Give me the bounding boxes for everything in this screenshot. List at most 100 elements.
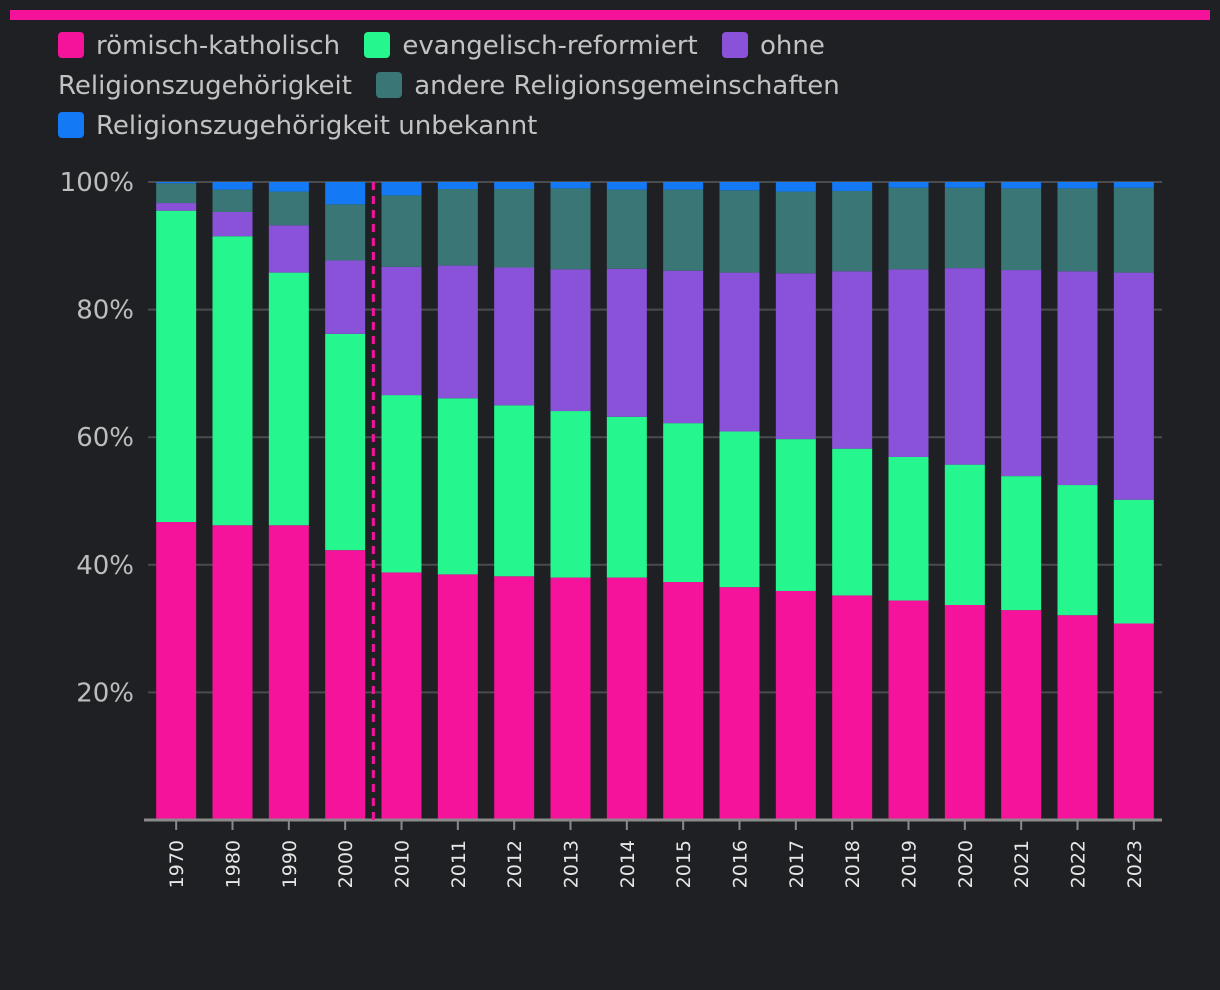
bar-segment: [268, 191, 309, 226]
bar-segment: [1001, 188, 1042, 271]
bar-segment: [156, 522, 197, 820]
bar-segment: [325, 182, 366, 205]
bar-segment: [212, 211, 253, 237]
bar-segment: [381, 182, 422, 196]
x-tick-label: 2010: [392, 840, 414, 888]
y-tick-label: 60%: [76, 423, 134, 453]
bar-segment: [1001, 182, 1042, 189]
bar-segment: [775, 182, 816, 192]
bar-segment: [212, 182, 253, 190]
bar-segment: [719, 190, 760, 273]
legend-swatch: [364, 32, 391, 58]
bar-segment: [268, 525, 309, 820]
bar-segment: [663, 423, 704, 583]
bar-segment: [1001, 610, 1042, 820]
x-tick-label: 2014: [617, 840, 639, 888]
bar-segment: [663, 582, 704, 820]
bar-segment: [268, 272, 309, 526]
bar-segment: [1113, 272, 1154, 500]
bar-segment: [775, 191, 816, 274]
legend-label: andere Religionsgemeinschaften: [414, 71, 840, 101]
legend-swatch: [58, 112, 84, 138]
bar-segment: [494, 405, 535, 577]
x-tick-label: 2013: [561, 840, 583, 888]
legend-item-unbekannt[interactable]: Religionszugehörigkeit unbekannt: [58, 111, 537, 141]
bar-segment: [437, 189, 478, 266]
bar-segment: [550, 269, 591, 412]
bar-segment: [437, 574, 478, 820]
bar-segment: [719, 431, 760, 588]
bar-segment: [719, 272, 760, 432]
bar-segment: [888, 187, 929, 270]
legend-label: Religionszugehörigkeit unbekannt: [96, 111, 538, 141]
x-tick-label: 2021: [1011, 840, 1033, 888]
bar-segment: [550, 182, 591, 189]
bar-segment: [663, 182, 704, 190]
bar-segment: [494, 576, 535, 820]
x-tick-label: 2000: [335, 840, 357, 888]
y-tick-label: 80%: [76, 296, 134, 326]
x-tick-label: 2011: [448, 840, 470, 888]
bar-segment: [1113, 187, 1154, 273]
bar-segment: [381, 266, 422, 396]
legend-item-andere[interactable]: andere Religionsgemeinschaften: [376, 71, 840, 101]
y-tick-label: 40%: [76, 551, 134, 581]
y-tick-label: 100%: [60, 168, 134, 198]
legend-label: ohne Religionszugehörigkeit: [58, 31, 825, 101]
accent-bar: [10, 10, 1210, 20]
bar-segment: [832, 190, 873, 272]
legend-swatch: [376, 72, 403, 98]
bar-segment: [832, 595, 873, 820]
bar-segment: [888, 269, 929, 457]
x-tick-label: 1980: [223, 840, 245, 888]
x-tick-label: 2023: [1124, 840, 1146, 888]
bar-segment: [156, 210, 197, 523]
bar-segment: [212, 236, 253, 526]
bar-segment: [325, 550, 366, 820]
bar-segment: [212, 189, 253, 212]
x-tick-label: 2015: [673, 840, 695, 888]
bar-segment: [381, 572, 422, 820]
bar-segment: [494, 267, 535, 406]
bar-segment: [325, 204, 366, 261]
legend-item-katholisch[interactable]: römisch-katholisch: [58, 31, 340, 61]
bar-segment: [494, 189, 535, 268]
bar-segment: [944, 182, 985, 188]
bar-segment: [888, 182, 929, 188]
bar-segment: [1057, 615, 1098, 820]
bar-segment: [381, 395, 422, 573]
bar-segment: [1057, 485, 1098, 616]
legend-item-ohne[interactable]: ohne Religionszugehörigkeit: [58, 31, 825, 101]
bar-segment: [832, 182, 873, 191]
legend-swatch: [721, 32, 748, 58]
bar-segment: [663, 189, 704, 271]
x-tick-label: 2020: [955, 840, 977, 888]
bar-segment: [550, 411, 591, 578]
bar-segment: [550, 188, 591, 270]
bar-segment: [1057, 188, 1098, 272]
bar-segment: [775, 590, 816, 820]
x-tick-label: 2012: [504, 840, 526, 888]
bar-segment: [944, 268, 985, 465]
bar-segment: [606, 182, 647, 190]
bar-segment: [606, 577, 647, 820]
x-tick-label: 2016: [730, 840, 752, 888]
bar-segment: [888, 456, 929, 601]
legend-item-reformiert[interactable]: evangelisch-reformiert: [364, 31, 698, 61]
x-tick-label: 2019: [899, 840, 921, 888]
bar-segment: [381, 195, 422, 267]
bar-segment: [832, 271, 873, 449]
legend-swatch: [58, 32, 84, 58]
bar-segment: [156, 183, 197, 204]
x-tick-label: 2022: [1068, 840, 1090, 888]
bar-segment: [268, 182, 309, 192]
x-tick-label: 1990: [279, 840, 301, 888]
bar-segment: [775, 273, 816, 440]
bar-segment: [1001, 476, 1042, 611]
bar-segment: [663, 270, 704, 424]
x-tick-label: 2017: [786, 840, 808, 888]
legend-label: evangelisch-reformiert: [402, 31, 698, 61]
bar-segment: [437, 398, 478, 575]
bar-segment: [325, 260, 366, 334]
